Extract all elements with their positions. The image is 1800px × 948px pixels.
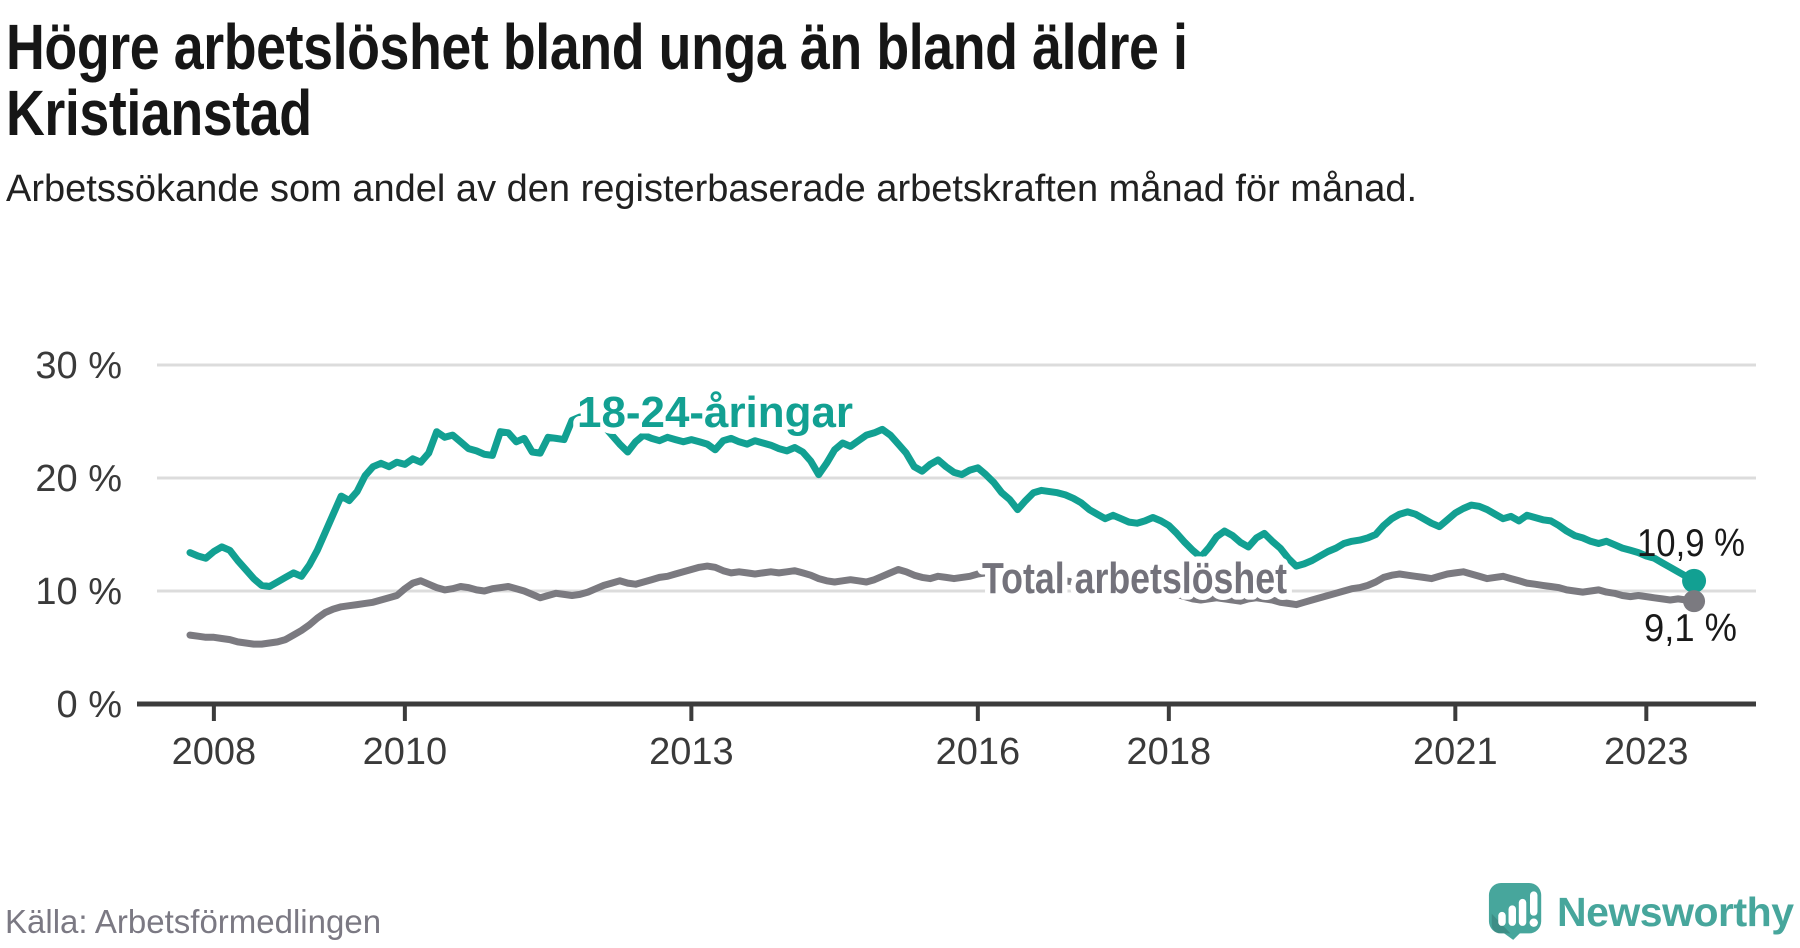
series-label-youth: 18-24-åringar bbox=[577, 388, 853, 437]
x-axis-label-2013: 2013 bbox=[649, 731, 734, 773]
x-axis-label-2021: 2021 bbox=[1413, 731, 1498, 773]
series-line-total bbox=[186, 562, 1698, 648]
x-axis-label-2010: 2010 bbox=[363, 731, 448, 773]
y-axis-label-30pct: 30 % bbox=[35, 345, 122, 387]
logo-bar-small bbox=[1498, 911, 1506, 926]
logo-bar-large bbox=[1518, 898, 1527, 926]
chart-subtitle: Arbetssökande som andel av den registerb… bbox=[6, 168, 1418, 210]
newsworthy-logo-text: Newsworthy bbox=[1557, 888, 1794, 935]
x-axis-label-2008: 2008 bbox=[172, 731, 257, 773]
logo-bar-medium bbox=[1508, 905, 1516, 926]
y-axis-label-20pct: 20 % bbox=[35, 458, 122, 500]
newsworthy-logo-icon bbox=[1488, 883, 1542, 940]
chart-title: Högre arbetslöshet bland unga än bland ä… bbox=[6, 11, 1188, 149]
series-endpoint-dot-youth bbox=[1682, 568, 1707, 593]
series-endpoint-dot-total bbox=[1683, 590, 1706, 613]
series-line-youth bbox=[186, 413, 1698, 590]
x-axis-label-2018: 2018 bbox=[1127, 731, 1212, 773]
y-axis-label-10pct: 10 % bbox=[35, 571, 122, 613]
y-axis-label-0pct: 0 % bbox=[57, 684, 122, 726]
newsworthy-logo: Newsworthy bbox=[1488, 880, 1794, 942]
logo-exclamation-bar bbox=[1530, 891, 1538, 916]
source-attribution: Källa: Arbetsförmedlingen bbox=[5, 903, 382, 940]
x-axis-label-2023: 2023 bbox=[1604, 731, 1689, 773]
speech-bubble-tail bbox=[1502, 932, 1521, 940]
x-axis-label-2016: 2016 bbox=[936, 731, 1021, 773]
endpoint-value-total: 9,1 % bbox=[1644, 607, 1737, 650]
logo-exclamation-dot bbox=[1529, 918, 1538, 927]
endpoint-value-youth: 10,9 % bbox=[1637, 522, 1745, 565]
series-label-total: Total arbetslöshet bbox=[982, 554, 1287, 603]
